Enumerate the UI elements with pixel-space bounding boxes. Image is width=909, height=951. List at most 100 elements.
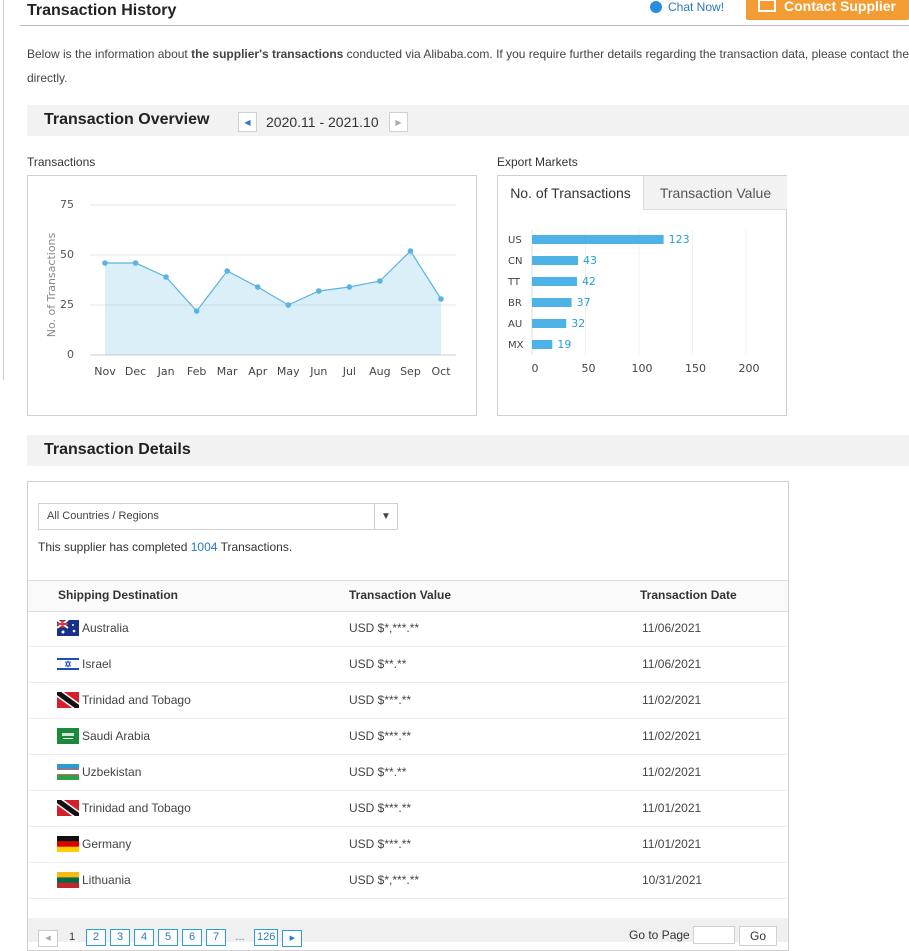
flag-icon xyxy=(54,796,82,820)
side-border xyxy=(3,0,4,380)
contact-label[interactable]: Contact Supplier xyxy=(784,0,897,14)
flag xyxy=(54,688,82,712)
row-divider xyxy=(28,646,788,647)
prev-page[interactable]: ◀ xyxy=(38,930,58,947)
prev-range[interactable]: ◀ xyxy=(238,112,257,132)
flag xyxy=(57,872,79,888)
x-tick-label: Nov xyxy=(94,365,116,378)
x-tick-label: 150 xyxy=(685,362,706,375)
cell: USD $***.** xyxy=(349,729,412,743)
go-button[interactable]: Go xyxy=(739,926,777,946)
data-label: 42 xyxy=(582,275,596,288)
x-tick-label: Oct xyxy=(431,365,451,378)
y-tick-label: US xyxy=(508,235,522,246)
contact-button[interactable]: Contact Supplier xyxy=(746,0,909,20)
count: 1004 xyxy=(190,540,218,554)
country-select[interactable]: All Countries / Regions ▼ xyxy=(38,503,398,530)
intro-line1: Below is the information about the suppl… xyxy=(27,47,909,61)
data-label: 19 xyxy=(557,338,571,351)
bar xyxy=(532,340,553,349)
flag-icon xyxy=(57,836,79,852)
point xyxy=(316,288,322,294)
point xyxy=(346,284,353,290)
x-tick-label: Jun xyxy=(309,365,327,378)
cell: USD $*,***.** xyxy=(349,621,420,635)
cell: USD $***.** xyxy=(349,837,412,851)
page-input[interactable] xyxy=(693,926,735,944)
page-link[interactable]: 126 xyxy=(254,929,279,946)
chart-box xyxy=(27,175,477,416)
intro-line2: directly. xyxy=(27,71,68,85)
cell: USD $**.** xyxy=(349,765,407,779)
flag xyxy=(56,619,79,636)
tab[interactable]: Transaction Value xyxy=(643,176,787,210)
page-link[interactable]: 7 xyxy=(206,929,226,946)
row-divider xyxy=(28,754,788,755)
page-link[interactable]: ... xyxy=(235,931,245,943)
x-tick-label: Apr xyxy=(248,365,268,378)
chart-label: Transactions xyxy=(27,155,96,169)
flag-icon xyxy=(57,872,79,888)
row-divider xyxy=(28,862,788,863)
line-chart: 0 25 50 75 No. of Transactions Nov Dec Jan Feb Ma… xyxy=(45,198,456,378)
point xyxy=(163,274,169,280)
next-range[interactable]: ▶ xyxy=(389,112,408,132)
y-tick-label: 0 xyxy=(67,348,74,361)
range-text: 2020.11 - 2021.10 xyxy=(266,114,379,130)
point xyxy=(285,302,292,308)
column-header: Shipping Destination xyxy=(58,588,178,602)
select-text[interactable]: All Countries / Regions xyxy=(47,510,159,522)
page-link[interactable]: 5 xyxy=(158,929,178,946)
tab-active[interactable]: No. of Transactions xyxy=(498,176,643,210)
x-tick-label: Jan xyxy=(157,365,175,378)
next-page[interactable]: ▶ xyxy=(282,930,303,947)
area xyxy=(105,251,441,355)
chart-label: Export Markets xyxy=(497,155,578,169)
flag-icon xyxy=(57,728,79,744)
table-header xyxy=(28,580,788,612)
row-divider xyxy=(28,826,788,827)
flag xyxy=(54,796,82,820)
page-title: Transaction History xyxy=(27,2,177,19)
page-link[interactable]: 6 xyxy=(182,929,202,946)
bar xyxy=(532,298,572,307)
line xyxy=(105,250,442,312)
y-tick-label: 75 xyxy=(60,198,74,211)
page-link[interactable]: 3 xyxy=(110,929,130,946)
data-label: 37 xyxy=(577,296,591,309)
point xyxy=(224,268,230,274)
cell: USD $***.** xyxy=(349,693,412,707)
cell: Trinidad and Tobago xyxy=(82,693,191,707)
y-tick-label: MX xyxy=(508,340,524,351)
data-label: 123 xyxy=(669,233,690,246)
row-divider xyxy=(28,898,788,899)
overview-title: Transaction Overview xyxy=(44,111,210,128)
chart-box xyxy=(497,175,787,416)
chat-label[interactable]: Chat Now! xyxy=(668,0,725,14)
cell: USD $**.** xyxy=(349,657,407,671)
page-link[interactable]: 1 xyxy=(68,931,76,943)
details-bar xyxy=(27,435,909,466)
x-tick-label: 200 xyxy=(739,362,760,375)
y-tick-label: AU xyxy=(508,319,522,330)
page-link[interactable]: 4 xyxy=(134,929,154,946)
row-divider xyxy=(28,718,788,719)
y-tick-label: 25 xyxy=(60,298,74,311)
chat-now[interactable]: Chat Now! xyxy=(650,0,724,14)
cell: USD $***.** xyxy=(349,801,412,815)
x-tick-label: Feb xyxy=(187,365,206,378)
y-tick-label: CN xyxy=(508,256,522,267)
cell: 11/01/2021 xyxy=(642,801,702,815)
cell: Lithuania xyxy=(82,873,131,887)
x-tick-label: Sep xyxy=(400,365,421,378)
page-link[interactable]: 2 xyxy=(86,929,106,946)
flag-icon xyxy=(57,764,79,780)
cell: USD $*,***.** xyxy=(349,873,420,887)
bar xyxy=(532,256,579,265)
cell: Uzbekistan xyxy=(82,765,142,779)
x-tick-label: Jul xyxy=(342,365,356,378)
cell: 11/02/2021 xyxy=(642,693,702,707)
cell: 11/02/2021 xyxy=(642,765,702,779)
flag-icon xyxy=(57,656,79,672)
